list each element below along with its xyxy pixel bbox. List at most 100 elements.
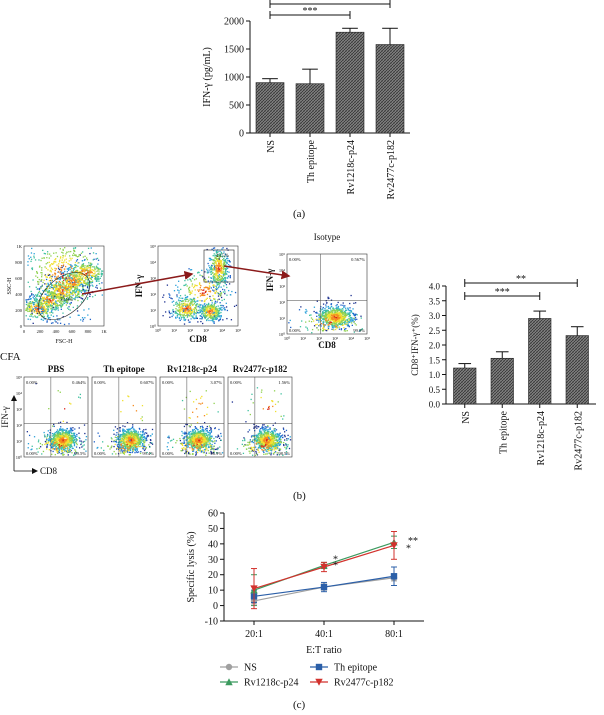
quadrant-ll: 0.00%: [289, 328, 301, 333]
y-tick-label: 400: [15, 292, 23, 297]
x-tick-label: 200: [37, 329, 45, 334]
sample-title: Rv1218c-p24: [167, 364, 217, 374]
flow-gating-svg: 73.8% FSC-H SSC-H 0 200 400 600 800 1K 0 200 400 600…: [7, 232, 370, 350]
sample-title: Th epitope: [103, 364, 144, 374]
y-tick-label: 1K: [17, 244, 23, 249]
flow-gating-region: 73.8% FSC-H SSC-H 0 200 400 600 800 1K 0 200 400 600…: [0, 228, 420, 358]
quadrant-ur: 0.567%: [351, 257, 365, 262]
quadrant-ul: 0.00%: [94, 380, 106, 385]
significance-label: ***: [303, 6, 318, 17]
y-tick-label: 3.5: [429, 296, 441, 306]
legend-label: Rv1218c-p24: [244, 678, 298, 689]
y-log-tick: 10¹: [16, 439, 23, 444]
x-tick-label: NS: [266, 140, 277, 153]
x-tick-label: 20:1: [245, 629, 263, 640]
bar: [295, 83, 325, 134]
y-log-tick: 10³: [279, 284, 286, 289]
y-tick-label: 500: [229, 101, 244, 112]
y-tick-label: 0: [213, 601, 218, 612]
panel-label-a: (a): [293, 208, 306, 220]
legend-label: NS: [244, 663, 257, 674]
flow-samples-region: PBS 0.00% 0.464% 0.00% 99.5% 10⁰ 10¹ 10² 10³ 10⁴ 1…: [0, 355, 380, 480]
y-log-tick: 10²: [150, 292, 157, 297]
x-axis-label: E:T ratio: [306, 645, 342, 656]
quadrant-ll: 0.00%: [162, 451, 174, 456]
quadrant-ur: 3.07%: [210, 380, 222, 385]
significance-label: *: [406, 544, 411, 555]
y-tick-label: 50: [208, 524, 218, 535]
gate-value: 73.8%: [60, 298, 73, 303]
y-tick-label: -10: [205, 617, 218, 628]
y-axis-label: SSC-H: [7, 277, 13, 295]
y-tick-label: 1.5: [429, 355, 441, 365]
panel-label-b: (b): [293, 490, 306, 502]
quadrant-lr: 99.5%: [74, 451, 86, 456]
y-log-tick: 10³: [150, 276, 157, 281]
y-tick-label: 20: [208, 570, 218, 581]
y-log-tick: 10⁴: [16, 391, 23, 396]
plot-frame: [23, 376, 89, 458]
x-axis-label: CD8: [189, 334, 207, 344]
y-axis-label: Specific lysis (%): [186, 531, 197, 602]
gate-ellipse: [37, 271, 91, 321]
legend-entry: Th epitope: [310, 663, 378, 674]
x-log-tick: 10³: [203, 328, 210, 333]
y-log-tick: 10¹: [279, 316, 286, 321]
significance-label: *: [333, 561, 338, 572]
quadrant-lr: 96.9%: [210, 451, 222, 456]
y-log-tick: 10¹: [150, 308, 157, 313]
y-tick-label: 4.0: [429, 282, 441, 292]
y-log-tick: 10⁴: [279, 268, 286, 273]
y-log-tick: 10⁰: [150, 324, 157, 329]
y-log-tick: 10³: [16, 407, 23, 412]
bar: [453, 367, 477, 405]
x-log-tick: 10¹: [171, 328, 178, 333]
y-tick-label: 600: [15, 276, 23, 281]
x-tick-label: 40:1: [315, 629, 333, 640]
y-tick-label: 30: [208, 555, 218, 566]
cfa-row-label: CFA: [0, 351, 21, 363]
x-tick-label: 600: [69, 329, 77, 334]
x-tick-label: NS: [461, 411, 472, 424]
sample-title: PBS: [48, 364, 65, 374]
chart-c-specific-lysis: -10 0 10 20 30 40 50 60 20:1 40:1 80:1 E:T ratio Spe…: [186, 509, 424, 689]
quadrant-ll: 0.00%: [230, 451, 242, 456]
x-log-tick: 10²: [187, 328, 194, 333]
y-log-tick: 10²: [279, 300, 286, 305]
x-axis-label: CD8: [40, 466, 58, 476]
quadrant-lr: 99.4%: [142, 451, 154, 456]
y-axis-label: IFN-γ: [0, 406, 10, 427]
y-tick-label: 1500: [224, 45, 244, 56]
y-tick-label: 40: [208, 539, 218, 550]
bar: [255, 82, 285, 134]
y-tick-label: 800: [15, 260, 23, 265]
bar: [565, 335, 589, 405]
x-log-tick: 10⁰: [284, 336, 291, 341]
scatter-points: [288, 294, 363, 334]
x-log-tick: 10¹: [300, 336, 307, 341]
legend-marker: [225, 678, 233, 686]
x-tick-label: Rv2477c-p182: [386, 140, 397, 199]
x-tick-label: 1K: [101, 329, 107, 334]
y-tick-label: 2000: [224, 17, 244, 28]
bar: [375, 44, 405, 134]
x-tick-label: 0: [23, 329, 26, 334]
bar: [490, 357, 514, 405]
quadrant-ll: 0.00%: [26, 451, 38, 456]
y-tick-label: 0: [20, 324, 23, 329]
gate-rect: [203, 249, 235, 283]
quadrant-ur: 0.464%: [72, 380, 86, 385]
y-tick-label: 1.0: [429, 370, 441, 380]
quadrant-ll: 0.00%: [94, 451, 106, 456]
axis-arrowhead-y: [11, 395, 17, 401]
quadrant-ul: 0.00%: [289, 257, 301, 262]
legend-entry: Rv1218c-p24: [220, 678, 298, 689]
significance-label: ***: [495, 287, 510, 298]
x-axis-label: CD8: [318, 340, 336, 350]
y-tick-label: 0.0: [429, 400, 441, 410]
y-axis-label: IFN-γ: [134, 274, 144, 297]
x-log-tick: 10⁴: [219, 328, 226, 333]
x-tick-label: Th epitope: [306, 139, 317, 183]
panel-label-c: (c): [293, 699, 306, 711]
y-tick-label: 1000: [224, 73, 244, 84]
